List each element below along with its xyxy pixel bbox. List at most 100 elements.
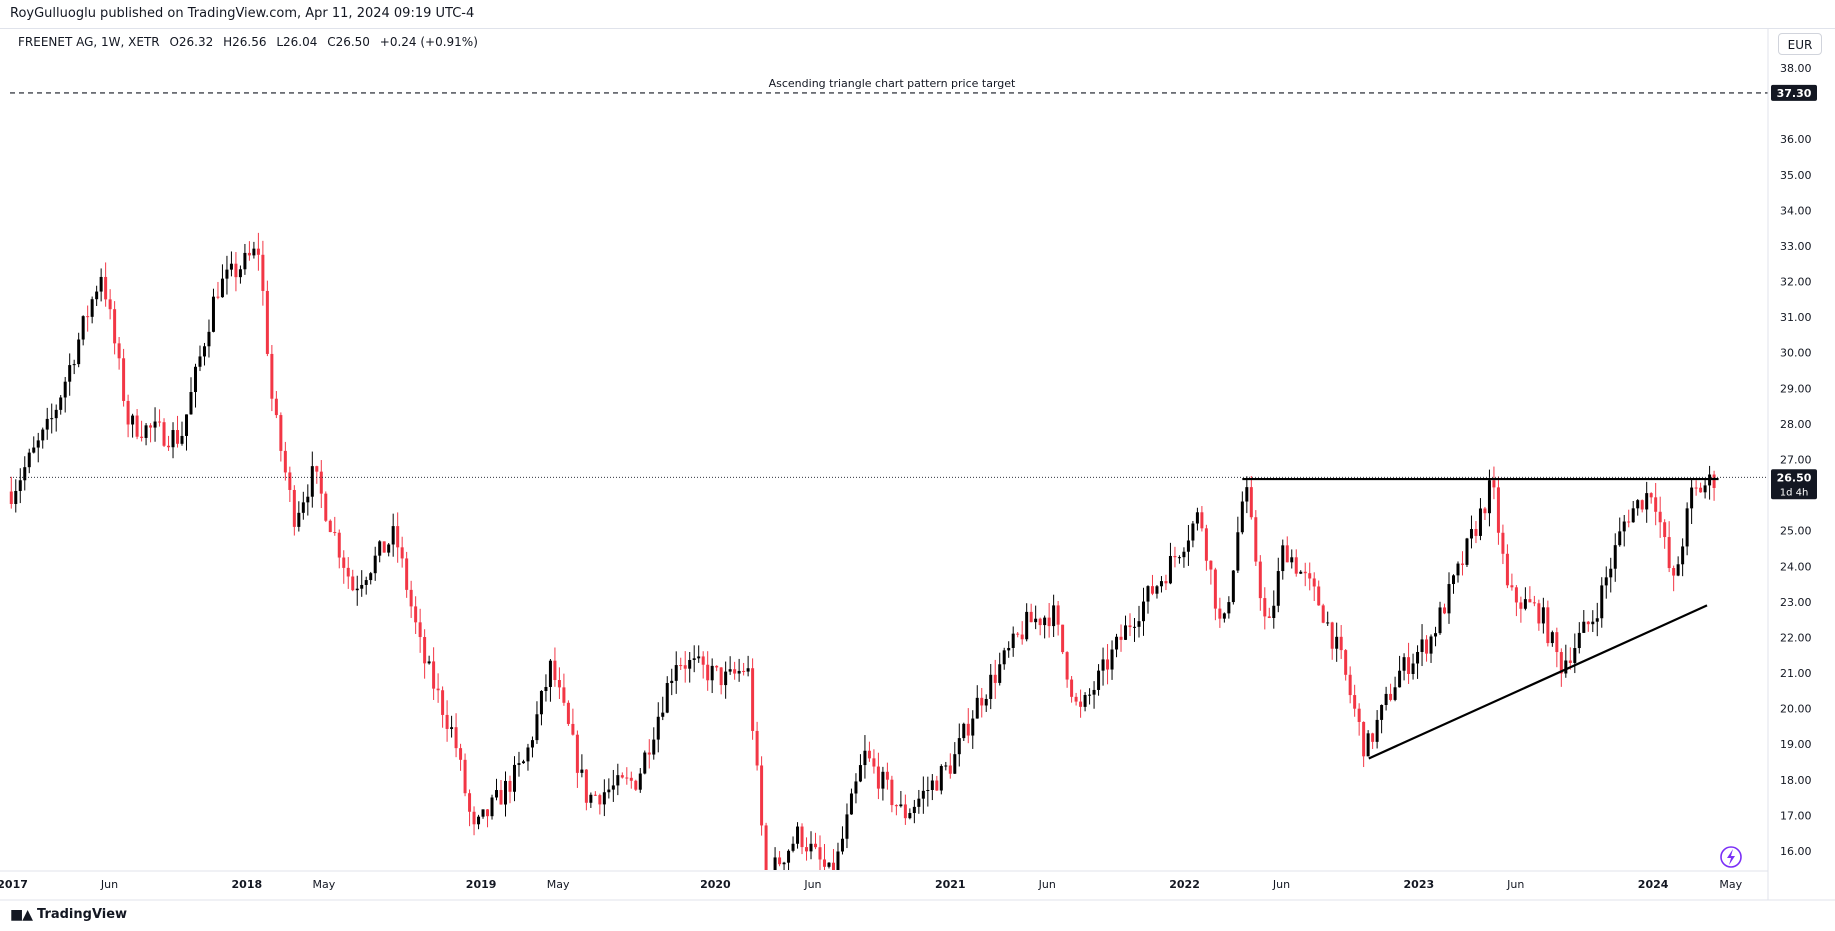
candle-body <box>45 418 49 430</box>
time-tick-label: 2024 <box>1638 878 1669 891</box>
candle <box>337 529 341 569</box>
candle <box>553 647 557 687</box>
candle <box>261 240 265 306</box>
candle-body <box>77 339 81 365</box>
candle-body <box>310 466 314 497</box>
candle-body <box>737 670 741 674</box>
candle-body <box>1191 523 1195 541</box>
candle-body <box>378 541 382 556</box>
candle-body <box>1173 555 1177 558</box>
candle <box>697 645 701 663</box>
candle-body <box>1699 487 1703 493</box>
candle <box>1582 610 1586 633</box>
candle-body <box>1366 733 1370 757</box>
candle <box>1124 615 1128 640</box>
candle <box>1375 710 1379 749</box>
candle <box>616 763 620 796</box>
candle-body <box>1110 649 1114 670</box>
candle-body <box>1344 650 1348 675</box>
candle-body <box>220 278 224 298</box>
candle <box>1438 601 1442 635</box>
candle <box>1640 499 1644 513</box>
legend-symbol[interactable]: FREENET AG, 1W, XETR <box>18 35 160 49</box>
candle-body <box>450 727 454 729</box>
candle <box>917 789 921 814</box>
candle-body <box>683 665 687 669</box>
candle <box>72 359 76 375</box>
candle <box>126 394 130 438</box>
candle-body <box>441 690 445 715</box>
candle <box>1002 647 1006 670</box>
price-tick-label: 35.00 <box>1780 169 1812 182</box>
candle-body <box>1209 560 1213 570</box>
candle-body <box>126 400 130 425</box>
candle-body <box>1155 586 1159 594</box>
candle-body <box>1056 605 1060 625</box>
candle-body <box>436 688 440 691</box>
candle <box>1577 622 1581 654</box>
candle <box>1672 565 1676 592</box>
candle <box>1622 514 1626 547</box>
candle <box>508 775 512 804</box>
candle-body <box>1231 570 1235 603</box>
candle-body <box>1137 621 1141 627</box>
candle <box>593 791 597 797</box>
candle-body <box>989 674 993 699</box>
candle <box>1353 684 1357 717</box>
candle-body <box>1236 532 1240 571</box>
candle-body <box>1159 581 1163 587</box>
candle <box>247 241 251 261</box>
candle <box>1227 596 1231 619</box>
candle-body <box>185 414 189 436</box>
candle <box>1025 603 1029 642</box>
candle <box>432 647 436 700</box>
candle-body <box>1371 733 1375 742</box>
candle-body <box>697 656 701 659</box>
candle-body <box>778 857 782 865</box>
candle <box>571 708 575 736</box>
candle-body <box>944 765 948 767</box>
candle <box>1411 653 1415 680</box>
candle-body <box>903 804 907 819</box>
candle-body <box>454 727 458 749</box>
candle <box>63 376 67 413</box>
candle <box>611 769 615 802</box>
candle <box>324 491 328 523</box>
candle <box>1007 641 1011 658</box>
candle <box>796 822 800 849</box>
lightning-icon[interactable] <box>1720 846 1742 868</box>
candle <box>715 665 719 672</box>
candle <box>1384 686 1388 711</box>
candle-body <box>665 683 669 713</box>
candle <box>1690 479 1694 525</box>
candle-body <box>805 847 809 852</box>
candle <box>463 753 467 797</box>
footer-brand[interactable]: ■▲ TradingView <box>10 904 127 926</box>
candle-body <box>459 748 463 760</box>
candle-body <box>1398 670 1402 688</box>
currency-button[interactable]: EUR <box>1778 33 1822 55</box>
candle <box>1555 627 1559 668</box>
candle-body <box>104 276 108 300</box>
candle-body <box>638 773 642 790</box>
candle <box>297 501 301 532</box>
candle <box>23 456 27 491</box>
candle <box>1173 546 1177 568</box>
candle <box>1492 466 1496 500</box>
candle-body <box>1537 603 1541 624</box>
candle-body <box>265 290 269 354</box>
candle-body <box>953 754 957 774</box>
candle-body <box>845 814 849 839</box>
candle <box>652 727 656 760</box>
candle <box>773 847 777 870</box>
candle-body <box>867 750 871 759</box>
candle <box>980 687 984 718</box>
candle <box>301 491 305 520</box>
candle-body <box>1065 652 1069 680</box>
candle-body <box>1407 657 1411 674</box>
legend-low: L26.04 <box>276 35 318 49</box>
candle-body <box>1213 569 1217 609</box>
candle <box>1043 615 1047 639</box>
candle <box>728 656 732 675</box>
